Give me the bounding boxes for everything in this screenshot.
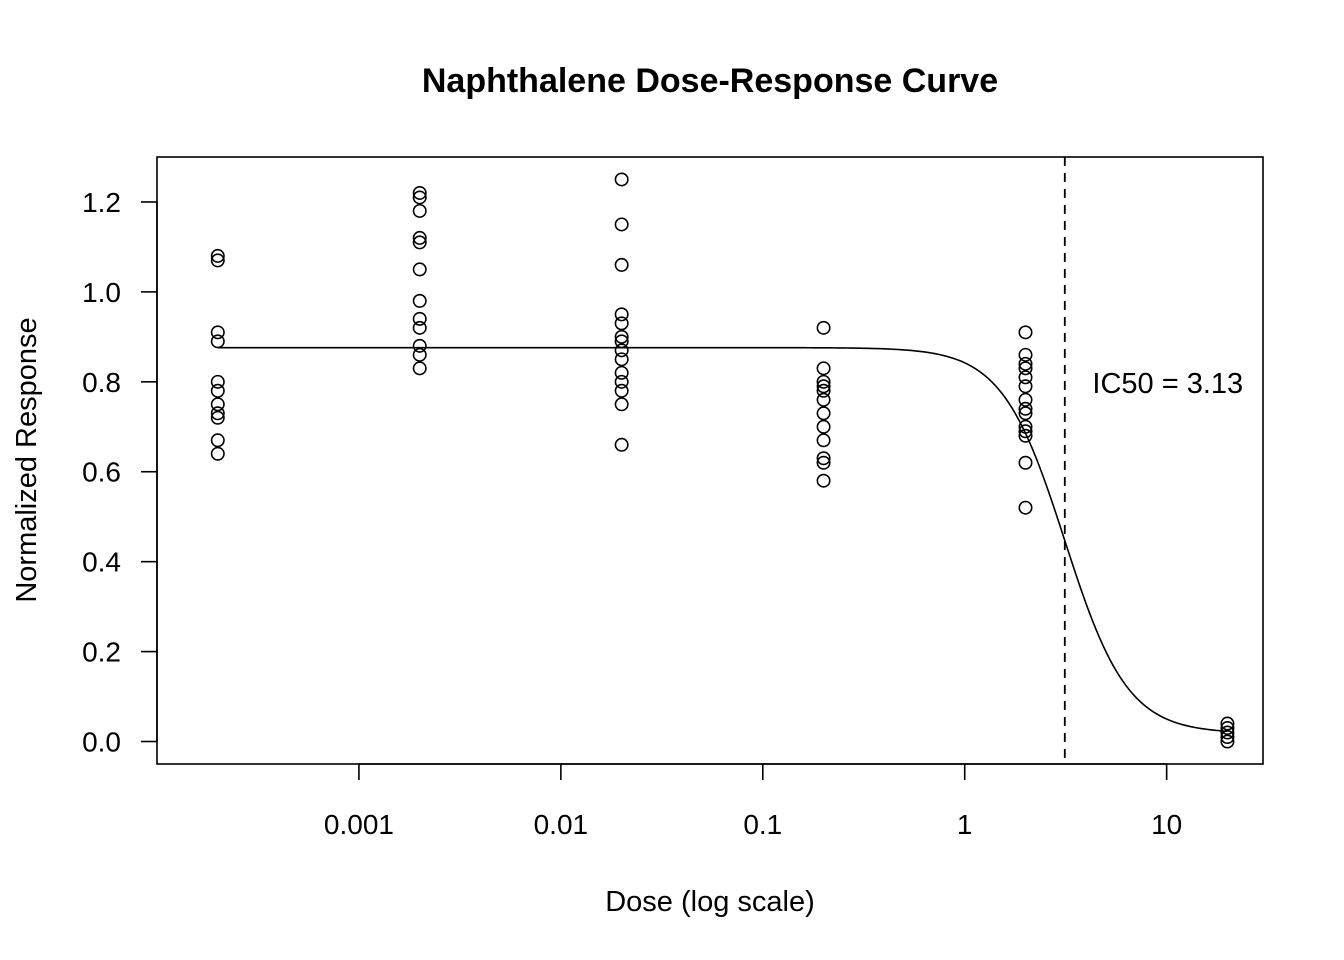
data-point (816, 455, 831, 470)
data-point (210, 397, 225, 412)
data-point (1220, 734, 1235, 749)
y-tick-label: 0.0 (82, 727, 121, 758)
data-point (412, 190, 427, 205)
data-point (816, 374, 831, 389)
data-point (614, 316, 629, 331)
data-point (412, 347, 427, 362)
data-point (412, 320, 427, 335)
data-point (614, 257, 629, 272)
data-point (412, 230, 427, 245)
data-points (210, 172, 1235, 749)
data-point (1018, 419, 1033, 434)
data-point (614, 217, 629, 232)
data-point (210, 410, 225, 425)
ic50-annotation: IC50 = 3.13 (1092, 368, 1243, 400)
data-point (1018, 500, 1033, 515)
data-point (816, 433, 831, 448)
y-tick-label: 0.8 (82, 367, 121, 398)
data-point (1018, 406, 1033, 421)
data-point (614, 334, 629, 349)
data-point (412, 338, 427, 353)
data-point (1018, 361, 1033, 376)
data-point (1018, 370, 1033, 385)
data-point (614, 437, 629, 452)
x-axis: 0.001 0.01 0.1 1 10 (324, 763, 1182, 840)
x-tick-label: 0.001 (324, 809, 394, 840)
y-axis-label: Normalized Response (11, 317, 43, 602)
data-point (412, 361, 427, 376)
data-point (412, 235, 427, 250)
data-point (816, 473, 831, 488)
data-point (816, 392, 831, 407)
data-point (1018, 392, 1033, 407)
data-point (816, 451, 831, 466)
data-point (614, 329, 629, 344)
data-point (1220, 716, 1235, 731)
data-point (210, 383, 225, 398)
data-point (614, 172, 629, 187)
data-point (1018, 424, 1033, 439)
data-point (1018, 455, 1033, 470)
data-point (412, 203, 427, 218)
data-point (210, 334, 225, 349)
data-point (816, 320, 831, 335)
y-tick-label: 1.0 (82, 277, 121, 308)
data-point (210, 374, 225, 389)
data-point (1220, 730, 1235, 745)
data-point (816, 406, 831, 421)
y-tick-label: 0.2 (82, 637, 121, 668)
data-point (1018, 428, 1033, 443)
y-tick-label: 0.6 (82, 457, 121, 488)
data-point (614, 383, 629, 398)
data-point (1220, 721, 1235, 736)
data-point (614, 365, 629, 380)
data-point (1018, 325, 1033, 340)
data-point (1018, 356, 1033, 371)
data-point (210, 406, 225, 421)
data-point (210, 248, 225, 263)
fitted-curve (217, 346, 1228, 733)
data-point (1018, 347, 1033, 362)
x-tick-label: 0.01 (534, 809, 589, 840)
y-tick-label: 0.4 (82, 547, 121, 578)
chart-title: Naphthalene Dose-Response Curve (422, 62, 998, 100)
data-point (614, 307, 629, 322)
data-point (614, 397, 629, 412)
data-point (412, 311, 427, 326)
data-point (1018, 379, 1033, 394)
data-point (816, 383, 831, 398)
data-point (412, 185, 427, 200)
data-point (412, 293, 427, 308)
y-tick-label: 1.2 (82, 187, 121, 218)
data-point (210, 433, 225, 448)
data-point (210, 325, 225, 340)
data-point (1220, 725, 1235, 740)
data-point (1018, 401, 1033, 416)
data-point (210, 253, 225, 268)
data-point (614, 374, 629, 389)
data-point (816, 419, 831, 434)
x-tick-label: 1 (957, 809, 973, 840)
y-axis: 0.0 0.2 0.4 0.6 0.8 1.0 1.2 (82, 187, 158, 758)
data-point (614, 352, 629, 367)
data-point (412, 262, 427, 277)
data-point (614, 343, 629, 358)
data-point (210, 446, 225, 461)
data-point (816, 361, 831, 376)
x-tick-label: 10 (1151, 809, 1182, 840)
x-axis-label: Dose (log scale) (605, 886, 815, 918)
data-point (816, 379, 831, 394)
x-tick-label: 0.1 (743, 809, 782, 840)
